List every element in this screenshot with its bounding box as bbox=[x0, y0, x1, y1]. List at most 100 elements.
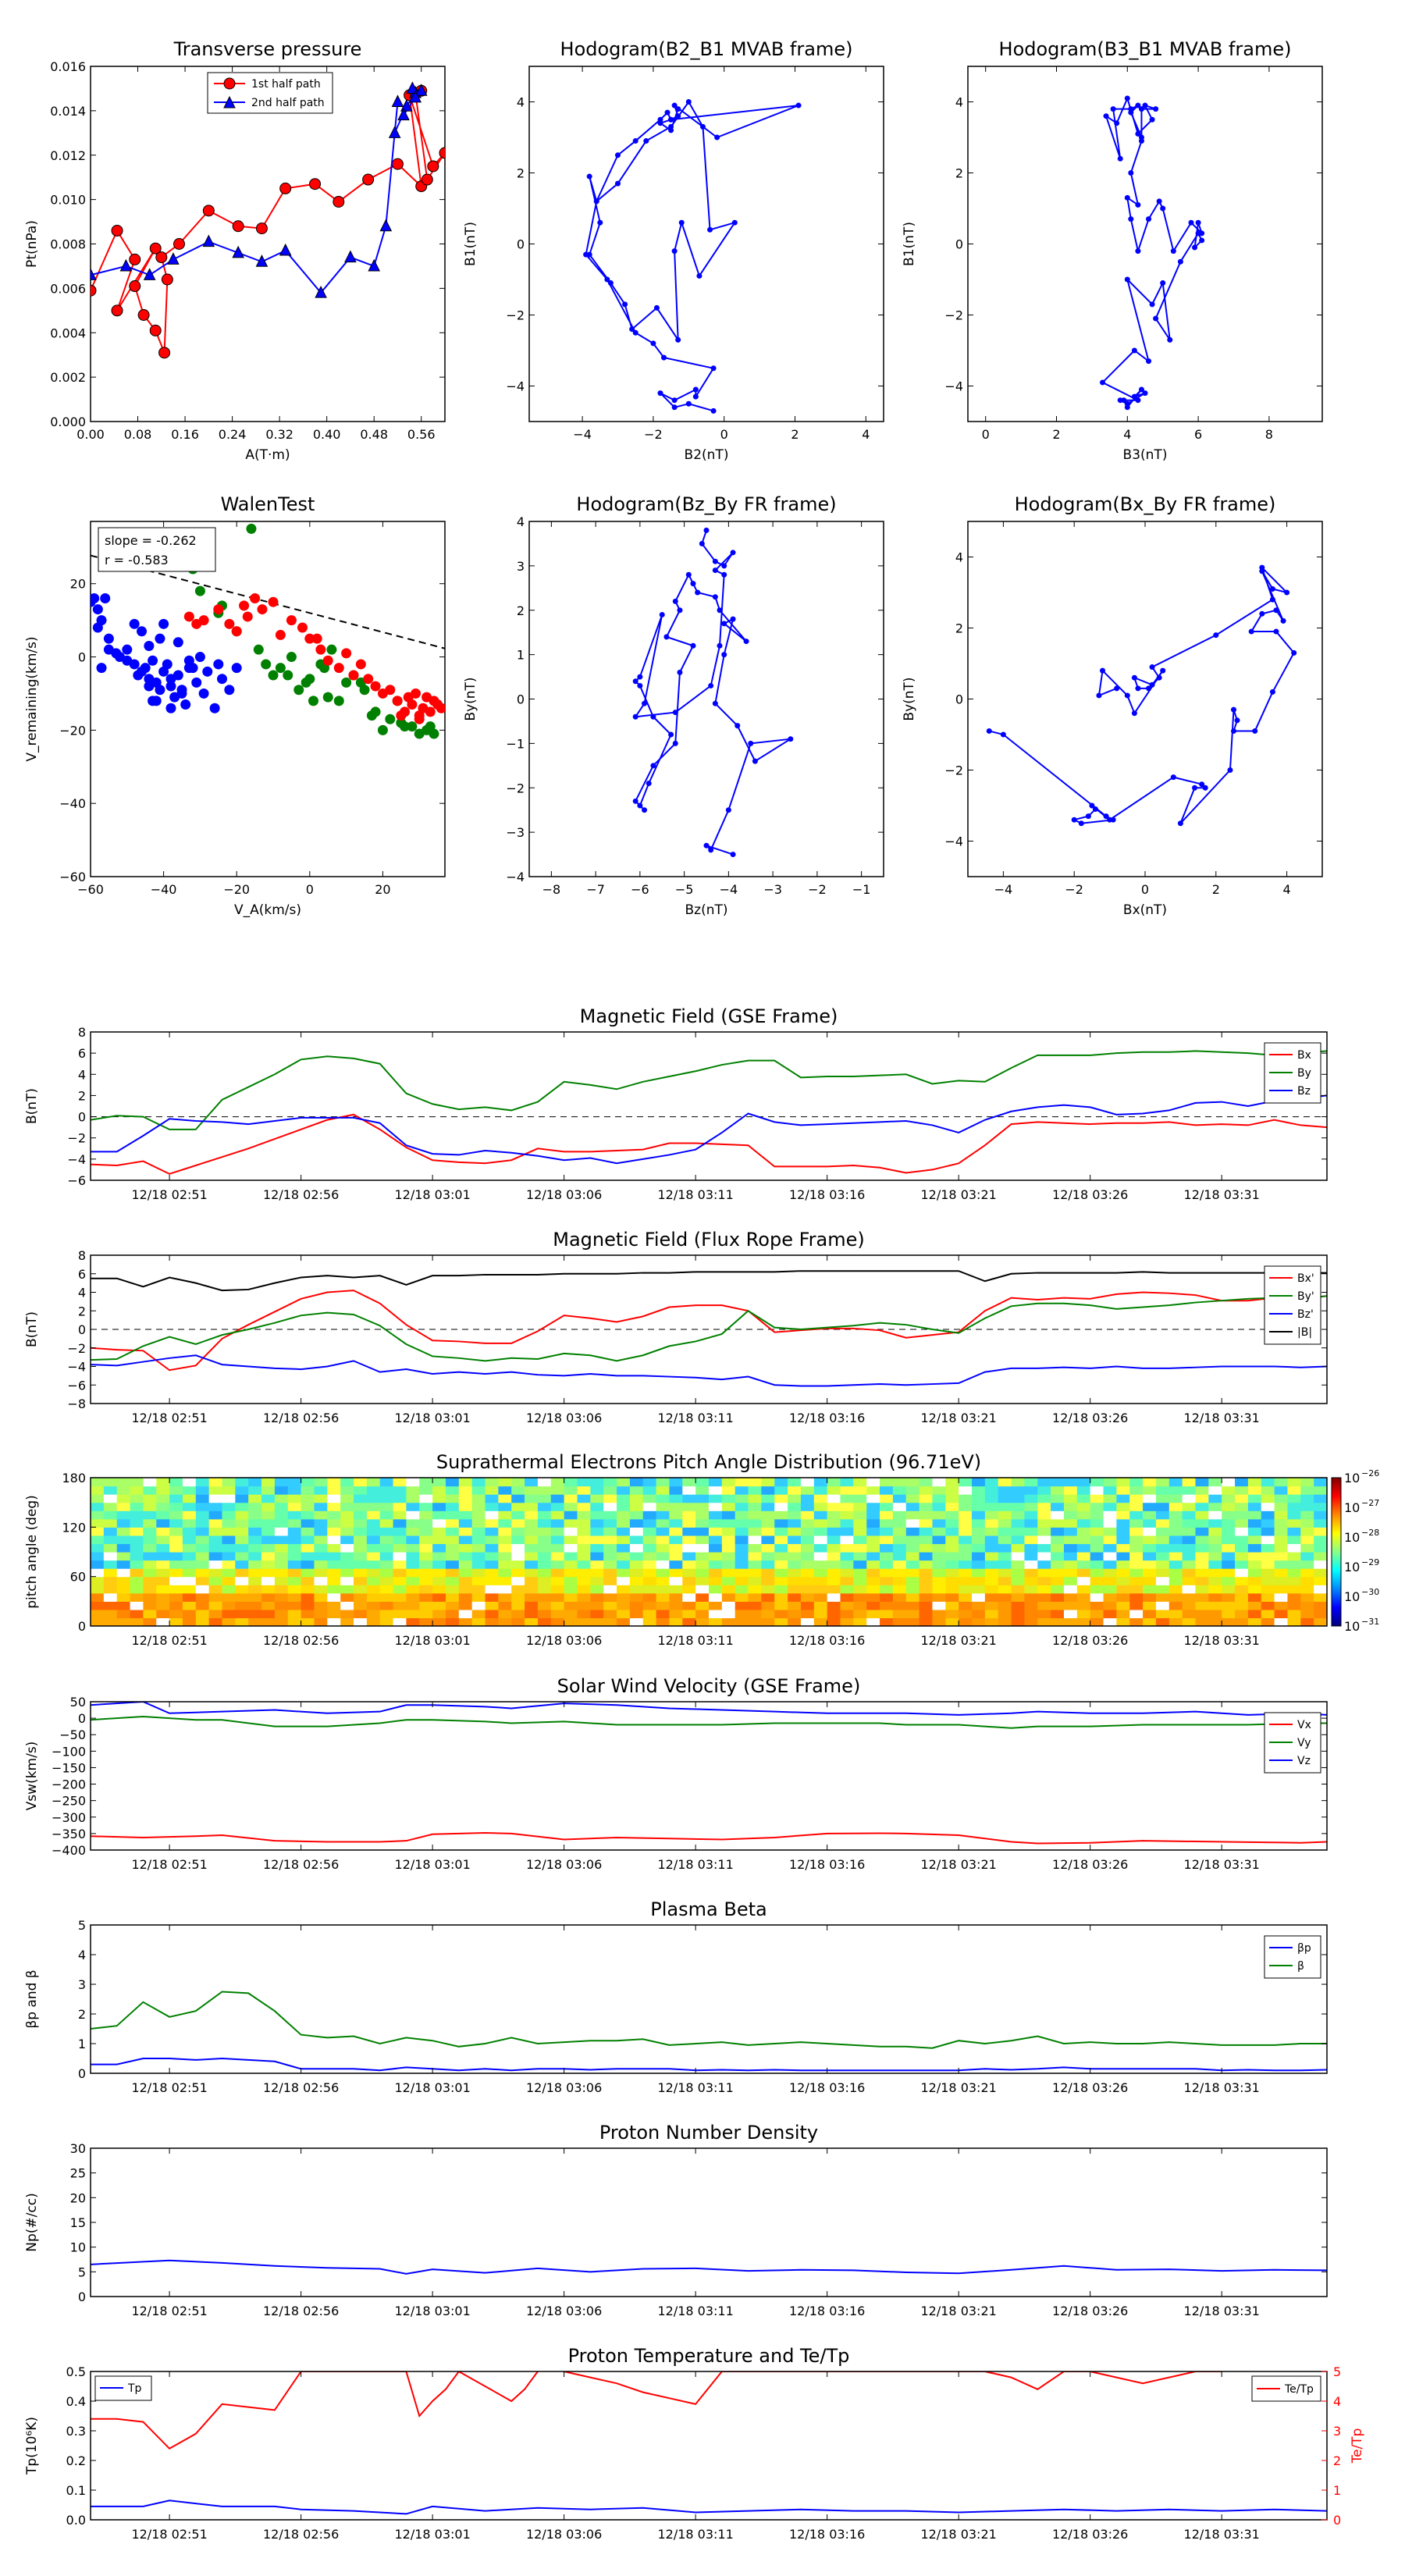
heatmap-cell bbox=[274, 1568, 289, 1578]
heatmap-cell bbox=[274, 1543, 289, 1553]
data-point bbox=[148, 655, 158, 666]
data-point bbox=[629, 326, 635, 333]
heatmap-cell bbox=[853, 1617, 867, 1626]
heatmap-cell bbox=[91, 1485, 105, 1495]
heatmap-cell bbox=[1247, 1518, 1262, 1528]
heatmap-cell bbox=[445, 1617, 460, 1626]
heatmap-cell bbox=[130, 1510, 144, 1520]
heatmap-cell bbox=[393, 1560, 407, 1569]
heatmap-cell bbox=[840, 1535, 854, 1545]
heatmap-cell bbox=[959, 1527, 973, 1536]
heatmap-cell bbox=[354, 1510, 368, 1520]
heatmap-cell bbox=[840, 1601, 854, 1610]
heatmap-cell bbox=[91, 1609, 105, 1619]
heatmap-cell bbox=[301, 1478, 315, 1487]
heatmap-cell bbox=[354, 1585, 368, 1594]
data-point bbox=[279, 182, 292, 194]
heatmap-cell bbox=[498, 1601, 512, 1610]
heatmap-cell bbox=[379, 1552, 394, 1561]
chart-title: Proton Temperature and Te/Tp bbox=[568, 2345, 850, 2367]
data-point bbox=[322, 655, 333, 666]
heatmap-cell bbox=[222, 1560, 236, 1569]
heatmap-cell bbox=[669, 1527, 683, 1536]
heatmap-cell bbox=[1076, 1601, 1091, 1610]
data-point bbox=[202, 205, 215, 217]
heatmap-cell bbox=[1300, 1568, 1314, 1578]
legend-label: |B| bbox=[1297, 1326, 1312, 1339]
heatmap-cell bbox=[182, 1592, 197, 1602]
heatmap-cell bbox=[853, 1568, 867, 1578]
heatmap-cell bbox=[235, 1527, 249, 1536]
heatmap-cell bbox=[774, 1478, 788, 1487]
x-tick-label: 12/18 02:56 bbox=[263, 1633, 339, 1648]
data-point bbox=[615, 180, 621, 187]
data-point bbox=[1138, 106, 1144, 112]
heatmap-cell bbox=[932, 1478, 946, 1487]
heatmap-cell bbox=[208, 1494, 223, 1503]
heatmap-cell bbox=[432, 1568, 446, 1578]
heatmap-cell bbox=[156, 1568, 170, 1578]
data-point bbox=[1124, 194, 1130, 201]
data-point bbox=[1131, 347, 1137, 354]
heatmap-cell bbox=[458, 1502, 473, 1511]
heatmap-cell bbox=[261, 1560, 276, 1569]
heatmap-cell bbox=[301, 1601, 315, 1610]
heatmap-cell bbox=[1103, 1478, 1117, 1487]
heatmap-cell bbox=[1168, 1601, 1183, 1610]
heatmap-cell bbox=[761, 1478, 775, 1487]
heatmap-cell bbox=[261, 1518, 276, 1528]
data-point bbox=[255, 254, 269, 267]
heatmap-cell bbox=[1090, 1485, 1104, 1495]
data-point bbox=[209, 703, 220, 713]
heatmap-cell bbox=[1314, 1527, 1327, 1536]
heatmap-cell bbox=[130, 1601, 144, 1610]
heatmap-cell bbox=[354, 1502, 368, 1511]
heatmap-cell bbox=[827, 1478, 841, 1487]
heatmap-cell bbox=[182, 1552, 197, 1561]
heatmap-cell bbox=[1143, 1601, 1157, 1610]
heatmap-cell bbox=[564, 1601, 578, 1610]
data-point bbox=[1160, 280, 1166, 286]
data-point bbox=[180, 699, 191, 710]
heatmap-cell bbox=[1011, 1609, 1026, 1619]
data-point bbox=[632, 713, 638, 720]
data-point bbox=[1160, 667, 1166, 674]
series-line bbox=[91, 1715, 1327, 1729]
heatmap-cell bbox=[1116, 1494, 1130, 1503]
heatmap-cell bbox=[1261, 1478, 1275, 1487]
chart-h4: Hodogram(Bx_By FR frame)Bx(nT)By(nT)−4 −2… bbox=[902, 493, 1323, 918]
heatmap-cell bbox=[840, 1502, 854, 1511]
heatmap-cell bbox=[721, 1560, 736, 1569]
heatmap-cell bbox=[406, 1478, 420, 1487]
heatmap-cell bbox=[156, 1585, 170, 1594]
heatmap-cell bbox=[629, 1535, 644, 1545]
heatmap-cell bbox=[1155, 1510, 1170, 1520]
heatmap-cell bbox=[1235, 1527, 1249, 1536]
heatmap-cell bbox=[788, 1527, 802, 1536]
data-point bbox=[239, 600, 250, 611]
heatmap-cell bbox=[432, 1601, 446, 1610]
y-tick-label: 0 bbox=[78, 1110, 86, 1125]
heatmap-cell bbox=[564, 1543, 578, 1553]
data-point bbox=[216, 674, 227, 685]
heatmap-cell bbox=[577, 1494, 591, 1503]
heatmap-cell bbox=[1103, 1592, 1117, 1602]
heatmap-cell bbox=[735, 1617, 749, 1626]
data-point bbox=[268, 670, 279, 681]
data-point bbox=[1138, 386, 1144, 393]
data-point bbox=[672, 598, 678, 604]
y-tick-label: −2 bbox=[67, 1341, 86, 1356]
heatmap-cell bbox=[1037, 1592, 1051, 1602]
heatmap-cell bbox=[919, 1510, 934, 1520]
heatmap-cell bbox=[617, 1617, 631, 1626]
data-point bbox=[675, 336, 681, 343]
heatmap-cell bbox=[761, 1485, 775, 1495]
heatmap-cell bbox=[945, 1494, 959, 1503]
heatmap-cell bbox=[195, 1609, 210, 1619]
data-point bbox=[586, 173, 592, 180]
heatmap-cell bbox=[406, 1518, 420, 1528]
heatmap-cell bbox=[853, 1592, 867, 1602]
heatmap-cell bbox=[1051, 1510, 1065, 1520]
heatmap-cell bbox=[130, 1592, 144, 1602]
